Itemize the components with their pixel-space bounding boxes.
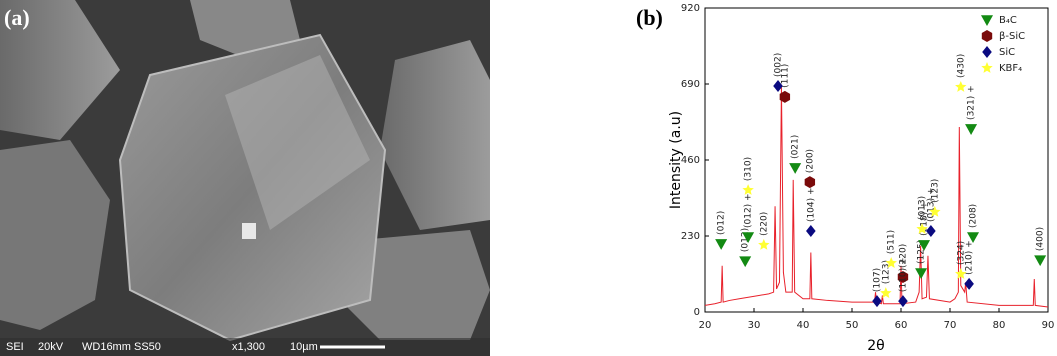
peak-label: (200) [805, 149, 815, 173]
y-tick-label: 230 [681, 231, 700, 242]
x-tick-label: 70 [944, 320, 957, 331]
legend-marker [981, 15, 993, 26]
y-tick-label: 460 [681, 155, 700, 166]
peak-marker [872, 295, 882, 307]
figure: (a) (b) 2θ Intensity (a.u) SEI20kVWD16mm… [0, 0, 1057, 356]
panel-label: (b) [636, 5, 663, 30]
peak-label: (321) + [967, 85, 977, 120]
legend-marker [982, 30, 992, 42]
peak-label: (012) [717, 211, 727, 235]
legend-label: β-SiC [999, 31, 1025, 42]
peak-label: (013) [918, 196, 928, 220]
sem-caption: x1,300 [232, 341, 265, 353]
sem-image [0, 0, 490, 356]
peak-marker [898, 295, 908, 307]
sem-caption: 10µm [290, 341, 318, 353]
peak-label: (002) [774, 53, 784, 77]
peak-label: (123) [930, 179, 940, 203]
peak-marker [915, 268, 927, 279]
x-tick-label: 50 [846, 320, 859, 331]
legend-label: KBF₄ [999, 63, 1022, 74]
legend-label: SiC [999, 47, 1015, 58]
sem-caption: 20kV [38, 341, 64, 353]
peak-label: (208) [969, 204, 979, 228]
peak-marker [965, 124, 977, 135]
y-tick-label: 0 [694, 307, 700, 318]
legend-marker [981, 62, 992, 73]
peak-label: (310) [744, 157, 754, 181]
peak-label: (430) [956, 54, 966, 78]
peak-marker [805, 176, 815, 188]
y-tick-label: 920 [681, 3, 700, 14]
sem-caption: SS50 [134, 341, 161, 353]
legend-label: B₄C [999, 15, 1017, 26]
peak-label: (511) [887, 230, 897, 254]
peak-marker [742, 184, 753, 195]
plot-frame [705, 8, 1048, 312]
x-tick-label: 30 [748, 320, 761, 331]
peak-marker [806, 225, 816, 237]
peak-marker [758, 239, 769, 250]
y-tick-label: 690 [681, 79, 700, 90]
panel-label: (a) [4, 5, 30, 30]
peak-marker [739, 256, 751, 267]
x-tick-label: 40 [797, 320, 810, 331]
legend-marker [982, 46, 992, 58]
peak-label: (104) + [806, 187, 816, 222]
x-axis-label: 2θ [867, 338, 884, 354]
peak-label: (012) + [744, 193, 754, 228]
peak-label: (220) [759, 212, 769, 236]
x-tick-label: 80 [993, 320, 1006, 331]
sem-caption: SEI [6, 341, 24, 353]
peak-marker [955, 81, 966, 92]
sem-caption: WD16mm [82, 341, 131, 353]
peak-label: (021) [791, 135, 801, 159]
x-tick-label: 20 [699, 320, 712, 331]
x-tick-label: 90 [1042, 320, 1055, 331]
peak-label: (400) [1036, 227, 1046, 251]
peak-marker [1034, 255, 1046, 266]
x-tick-label: 60 [895, 320, 908, 331]
peak-label: (324) [956, 241, 966, 265]
peak-marker [715, 239, 727, 250]
peak-label: (110) + [898, 257, 908, 292]
peak-marker [789, 163, 801, 174]
